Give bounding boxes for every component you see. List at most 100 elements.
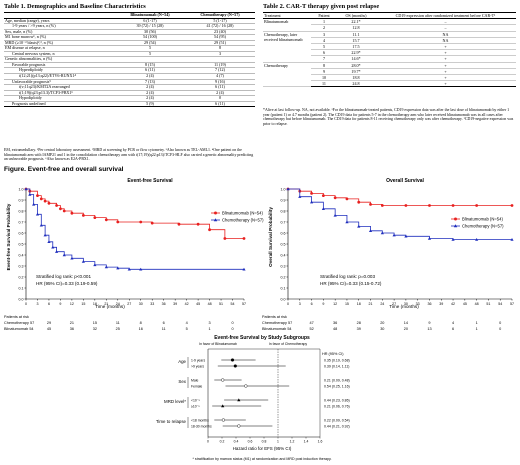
censor-point [321,194,325,197]
risk-value: 15 [93,321,97,325]
risk-value: 0 [231,327,233,331]
os-legend-blinatumomab: Blinatumomab (N=54) [462,217,503,222]
km-curve-blinatumomab [26,188,244,239]
risk-value: 21 [70,321,74,325]
risk-value: 20 [404,327,408,331]
censor-point [62,253,66,257]
cell-blinatumomab: 2 (4) [115,85,185,91]
cell-patient: 1 [311,18,337,26]
y-tick-label: 0.5 [281,242,286,246]
cell-chemotherapy: 29 (51) [185,40,255,47]
censor-point [139,267,143,271]
censor-point [223,237,227,240]
forest-row-label: 18-30 months [191,424,212,428]
x-tick-label: 51 [486,302,490,306]
cell-patient: 4 [311,37,337,45]
table-header-chemotherapy: Chemotherapy (N=57) [185,12,255,19]
os-panel: Overall Survival Overall Survival Probab… [262,178,514,331]
cell-patient: 8 [311,62,337,69]
x-tick-label: 9 [59,302,61,306]
censor-point [242,267,246,271]
y-tick-label: 1.0 [281,187,286,191]
forest-hr-value: 0.21 (0.09, 0.48) [324,378,350,382]
figure-title: Figure. Event-free and overall survival [4,166,124,173]
x-tick-label: 30 [139,302,143,306]
risk-value: 0 [499,327,501,331]
x-tick-label: 12 [333,302,337,306]
efs-risk-label: Patients at risk [4,315,29,319]
os-ylabel: Overall Survival Probability [268,207,273,267]
x-tick-label: 24 [116,302,120,306]
censor-point [368,229,373,232]
table-row: t(v;11q23)/KMT2A rearranged 2 (4) 6 (11) [4,85,255,91]
forest-x-tick-label: 0.2 [220,440,225,444]
cell-os: 12.8 [337,24,375,32]
x-tick-label: 54 [498,302,502,306]
row-label: Unfavorable prognosis⁵ [4,79,115,86]
os-xlabel: Time (months) [389,304,419,309]
cell-blinatumomab: 5 [115,51,185,58]
treatment-group: Chemotherapy, later received blinatumoma… [263,31,311,63]
efs-xlabel: Time (months) [95,304,125,309]
censor-point [345,220,349,224]
forest-x-tick-label: 1.2 [290,440,295,444]
forest-x-tick-label: 0.4 [234,440,239,444]
legend-marker-chemotherapy [213,218,218,222]
risk-value: 30 [380,327,384,331]
car-t-table: Treatment Patient OS (months) CD19 expre… [263,11,516,88]
cell-cd19: + [375,68,516,76]
row-label: Age, median (range), years [4,18,115,25]
censor-point [357,224,361,228]
cell-cd19: + [375,55,516,63]
y-tick-label: 0.7 [281,220,286,224]
cell-blinatumomab: 2 (4) [115,90,185,97]
table-header-row: Blinatumomab (N=54) Chemotherapy (N=57) [4,12,255,19]
cell-blinatumomab: 54 (100) [115,35,185,41]
forest-point [244,384,248,388]
censor-point [404,204,408,207]
y-tick-label: 0.2 [281,275,286,279]
censor-point [298,195,302,198]
risk-row-label: Blinatumomab 54 [262,327,292,331]
risk-row-label: Blinatumomab 54 [4,327,34,331]
table-row: M1 bone marrow¹, n (%) 54 (100) 54 (95) [4,35,255,41]
cell-blinatumomab: 6 (1-17) [115,18,185,25]
table-row: Sex, male, n (%) 30 (56) 23 (40) [4,29,255,36]
x-tick-label: 54 [231,302,235,306]
y-tick-label: 1.0 [19,187,24,191]
cell-os: 19.7* [337,68,375,76]
table1-footnote: EM, extramedullary. ¹Per central laborat… [4,148,254,161]
censor-point [35,212,40,216]
cell-cd19: NA [375,37,516,45]
x-tick-label: 27 [392,302,396,306]
table-row: Hypodiploidy 2 (4) 0 [4,96,255,102]
x-tick-label: 18 [357,302,361,306]
risk-value: 20 [380,321,384,325]
cell-chemotherapy: 41 (72) / 16 (28) [185,23,255,30]
y-tick-label: 0.3 [19,264,24,268]
censor-point [81,260,85,263]
censor-point [70,256,74,260]
cell-chemotherapy: 7 (12) [185,68,255,74]
cell-blinatumomab: 30 (56) [115,29,185,36]
cell-blinatumomab: 5 [115,46,185,52]
row-label: MRD (≥10⁻³ blasts)²,³, n (%) [4,40,115,47]
forest-favor-blinatumomab: In favor of Blinatumomab [199,342,237,346]
table-row: Chemotherapy, later received blinatumoma… [263,31,516,63]
cell-blinatumomab: 8 (15) [115,62,185,69]
forest-footnote: * stratification by marrow status (M1) a… [193,457,332,461]
row-label: Sex, male, n (%) [4,29,115,36]
censor-point [380,231,384,235]
legend-marker-chemotherapy [453,224,458,228]
y-tick-label: 0.9 [19,198,24,202]
forest-x-tick-label: 0.8 [262,440,267,444]
censor-point [127,267,131,271]
table-row: 9 19.7* + [263,68,516,76]
cell-cd19: + [375,49,516,57]
censor-point [93,216,97,219]
cell-patient: 10 [311,74,337,82]
cell-cd19: – [375,24,516,32]
treatment-group: Blinatumomab [263,18,311,32]
censor-point [369,203,372,206]
table-row: Unfavorable prognosis⁵ 7 (13) 9 (16) [4,79,255,86]
